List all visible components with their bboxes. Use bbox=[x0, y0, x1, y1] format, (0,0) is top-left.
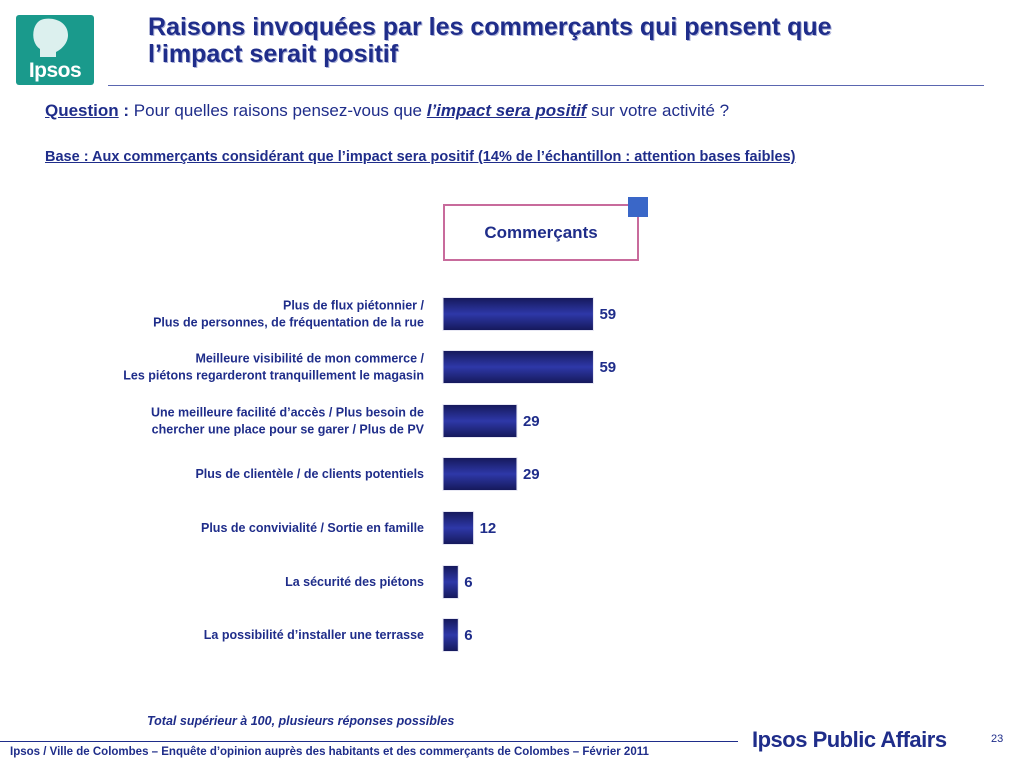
footer-text: Ipsos / Ville de Colombes – Enquête d’op… bbox=[10, 746, 649, 758]
page-number: 23 bbox=[991, 733, 1004, 745]
bar-4 bbox=[442, 457, 518, 491]
bar-1 bbox=[442, 297, 594, 331]
category-label-3-line-1: Une meilleure facilité d’accès / Plus be… bbox=[151, 406, 424, 420]
category-label-2-line-2: Les piétons regarderont tranquillement l… bbox=[123, 369, 424, 383]
question-text-before: Pour quelles raisons pensez-vous que bbox=[133, 101, 427, 120]
category-label-6-line-1: La sécurité des piétons bbox=[285, 575, 424, 589]
bar-2 bbox=[442, 350, 594, 384]
page-title-line-2: l’impact serait positif bbox=[148, 40, 399, 68]
bar-value-4: 29 bbox=[523, 466, 540, 483]
question-emphasis: l’impact sera positif bbox=[426, 101, 587, 120]
category-label-2-line-1: Meilleure visibilité de mon commerce / bbox=[195, 352, 424, 366]
brand-wordmark: Ipsos Public Affairs bbox=[752, 727, 947, 752]
legend-swatch bbox=[628, 197, 648, 217]
page-title-line-1: Raisons invoquées par les commerçants qu… bbox=[148, 13, 832, 41]
bar-5 bbox=[442, 511, 475, 545]
bar-value-6: 6 bbox=[464, 574, 472, 591]
bar-value-1: 59 bbox=[599, 306, 616, 323]
legend-box: Commerçants bbox=[443, 204, 639, 261]
bar-value-7: 6 bbox=[464, 627, 472, 644]
category-label-7-line-1: La possibilité d’installer une terrasse bbox=[204, 628, 424, 642]
question-colon: : bbox=[118, 101, 134, 120]
footnote: Total supérieur à 100, plusieurs réponse… bbox=[147, 714, 455, 728]
base-note: Base : Aux commerçants considérant que l… bbox=[45, 149, 796, 165]
category-label-1-line-1: Plus de flux piétonnier / bbox=[283, 299, 425, 313]
category-label-3-line-2: chercher une place pour se garer / Plus … bbox=[152, 423, 425, 437]
category-label-1-line-2: Plus de personnes, de fréquentation de l… bbox=[153, 316, 424, 330]
question-label: Question bbox=[45, 101, 119, 120]
category-label-5-line-1: Plus de convivialité / Sortie en famille bbox=[201, 521, 424, 535]
question-text-after: sur votre activité ? bbox=[586, 101, 730, 120]
logo-text: Ipsos bbox=[28, 59, 82, 82]
bar-value-3: 29 bbox=[523, 413, 540, 430]
legend-label: Commerçants bbox=[484, 222, 598, 242]
bar-6 bbox=[442, 565, 459, 599]
page-title: Raisons invoquées par les commerçants qu… bbox=[148, 14, 968, 68]
bar-3 bbox=[442, 404, 518, 438]
ipsos-logo: Ipsos bbox=[16, 15, 94, 85]
question-text: Question : Pour quelles raisons pensez-v… bbox=[45, 101, 729, 121]
bar-7 bbox=[442, 618, 459, 652]
ipsos-logo-emblem bbox=[33, 18, 68, 57]
category-label-4-line-1: Plus de clientèle / de clients potentiel… bbox=[195, 467, 424, 481]
title-divider bbox=[108, 85, 984, 86]
bar-value-2: 59 bbox=[599, 359, 616, 376]
footer-divider bbox=[0, 741, 738, 742]
bar-value-5: 12 bbox=[480, 520, 497, 537]
